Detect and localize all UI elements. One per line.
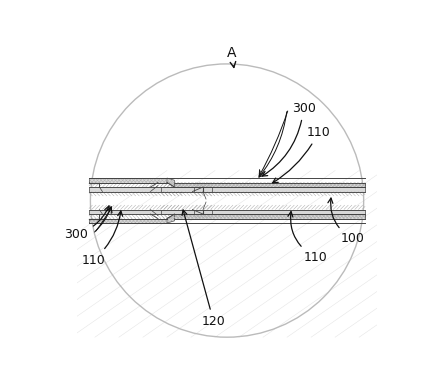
Polygon shape: [89, 178, 167, 183]
Text: 100: 100: [328, 198, 365, 245]
Polygon shape: [89, 209, 182, 214]
Polygon shape: [161, 187, 365, 191]
Text: 120: 120: [182, 210, 225, 328]
Polygon shape: [167, 214, 175, 223]
Text: A: A: [227, 46, 236, 67]
Polygon shape: [167, 178, 175, 187]
Polygon shape: [89, 218, 167, 223]
Text: 110: 110: [272, 126, 330, 183]
Polygon shape: [175, 183, 365, 187]
Polygon shape: [89, 187, 182, 191]
Text: 300: 300: [262, 102, 315, 176]
Polygon shape: [175, 214, 365, 218]
Polygon shape: [194, 187, 212, 191]
Text: 300: 300: [64, 206, 109, 241]
Text: 110: 110: [288, 212, 327, 264]
Polygon shape: [161, 209, 365, 214]
Polygon shape: [194, 209, 212, 214]
Text: 110: 110: [82, 211, 123, 266]
